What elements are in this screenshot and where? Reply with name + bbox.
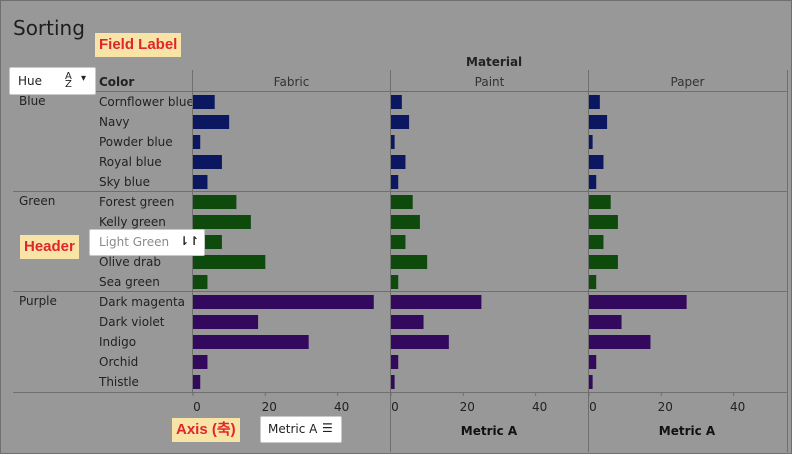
- bar: [391, 175, 399, 189]
- bar: [193, 195, 237, 209]
- x-tick-label: 0: [193, 400, 201, 414]
- bar: [193, 355, 208, 369]
- x-tick-label: 20: [460, 400, 475, 414]
- header-item-chip[interactable]: Light Green ⇂↾: [89, 229, 205, 256]
- column-header-paint: Paint: [475, 75, 505, 89]
- sort-icon[interactable]: ☰: [322, 421, 333, 435]
- x-tick-label: 40: [532, 400, 547, 414]
- bar: [193, 115, 230, 129]
- color-row-label: Kelly green: [99, 215, 166, 229]
- bar: [589, 155, 604, 169]
- bar: [589, 275, 597, 289]
- color-row-label: Powder blue: [99, 135, 173, 149]
- bar: [589, 355, 597, 369]
- bar: [193, 155, 222, 169]
- bar: [193, 335, 309, 349]
- bar: [589, 235, 604, 249]
- bar: [193, 295, 374, 309]
- bar: [193, 135, 201, 149]
- color-row-label: Olive drab: [99, 255, 161, 269]
- header-callout: Header: [20, 235, 79, 259]
- color-row-label: Cornflower blue: [99, 95, 194, 109]
- bar: [391, 235, 406, 249]
- bar: [193, 375, 201, 389]
- column-header-fabric: Fabric: [274, 75, 310, 89]
- bar: [391, 275, 399, 289]
- bar: [589, 295, 687, 309]
- chevron-down-icon[interactable]: ▾: [81, 73, 87, 84]
- bar: [391, 135, 395, 149]
- hue-label-green: Green: [19, 194, 55, 208]
- color-row-label: Dark magenta: [99, 295, 185, 309]
- color-row-label: Royal blue: [99, 155, 162, 169]
- x-tick-label: 40: [334, 400, 349, 414]
- material-header: Material: [466, 55, 523, 69]
- header-item-label: Light Green: [99, 235, 170, 249]
- bar: [589, 215, 618, 229]
- color-row-label: Indigo: [99, 335, 136, 349]
- color-row-label: Dark violet: [99, 315, 165, 329]
- x-axis-title: Metric A: [659, 424, 716, 438]
- bar: [391, 155, 406, 169]
- x-axis-title: Metric A: [461, 424, 518, 438]
- x-tick-label: 0: [391, 400, 399, 414]
- axis-callout: Axis (축): [172, 418, 240, 442]
- axis-field-chip[interactable]: Metric A ☰: [260, 416, 342, 443]
- bar: [589, 95, 600, 109]
- x-tick-label: 20: [658, 400, 673, 414]
- bar: [193, 275, 208, 289]
- bar: [193, 255, 266, 269]
- bar: [391, 195, 413, 209]
- x-tick-label: 20: [262, 400, 277, 414]
- color-row-label: Forest green: [99, 195, 174, 209]
- color-row-label: Navy: [99, 115, 130, 129]
- hue-chip-label: Hue: [18, 74, 43, 88]
- bar: [391, 95, 402, 109]
- column-header-paper: Paper: [671, 75, 705, 89]
- x-tick-label: 40: [730, 400, 745, 414]
- bar: [391, 215, 420, 229]
- bar: [391, 375, 395, 389]
- x-tick-label: 0: [589, 400, 597, 414]
- bar: [589, 135, 593, 149]
- color-field-label: Color: [99, 75, 135, 89]
- bar: [193, 315, 259, 329]
- bar: [391, 315, 424, 329]
- bar: [589, 175, 597, 189]
- bar: [391, 115, 410, 129]
- bar: [589, 375, 593, 389]
- bar: [391, 355, 399, 369]
- hue-label-purple: Purple: [19, 294, 57, 308]
- bar: [193, 95, 215, 109]
- bar: [193, 215, 251, 229]
- bar: [391, 335, 449, 349]
- color-row-label: Thistle: [98, 375, 139, 389]
- bar: [589, 335, 651, 349]
- field-label-callout: Field Label: [95, 33, 182, 57]
- bar: [589, 115, 608, 129]
- hue-label-blue: Blue: [19, 94, 46, 108]
- color-row-label: Sky blue: [99, 175, 150, 189]
- bar: [589, 315, 622, 329]
- axis-chip-label: Metric A: [268, 422, 318, 436]
- bar: [589, 195, 611, 209]
- bar: [391, 255, 428, 269]
- bar: [589, 255, 618, 269]
- color-row-label: Sea green: [99, 275, 160, 289]
- sheet-title: Sorting: [13, 16, 85, 40]
- sort-descending-icon[interactable]: ⇂↾: [179, 234, 200, 248]
- bar: [391, 295, 482, 309]
- bar: [193, 175, 208, 189]
- color-row-label: Orchid: [99, 355, 138, 369]
